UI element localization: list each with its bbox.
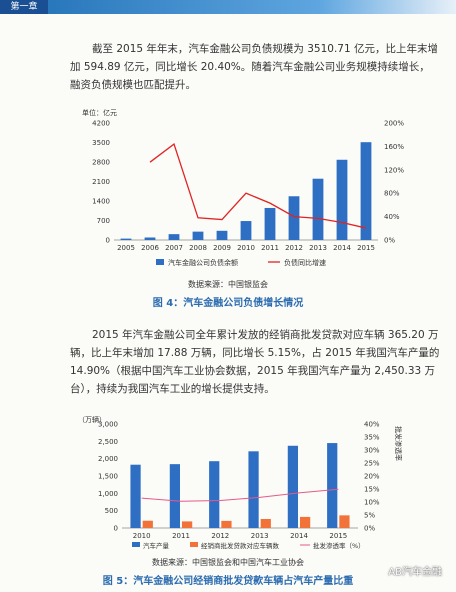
figure5-caption: 图 5：汽车金融公司经销商批发贷款车辆占汽车产量比重 <box>102 576 354 587</box>
figure4-caption: 图 4：汽车金融公司负债增长情况 <box>152 298 304 309</box>
x-tick-label: 2014 <box>333 244 351 252</box>
bar <box>168 234 180 240</box>
figure4-source: 数据来源：中国银监会 <box>188 280 268 289</box>
x-tick-label: 2008 <box>189 244 207 252</box>
y-left-tick-label: 4200 <box>92 120 110 128</box>
y-left-tick-label: 700 <box>97 217 110 225</box>
y-right-tick-label: 0% <box>364 525 375 533</box>
y-right-tick-label: 25% <box>364 460 380 468</box>
y-right-tick-label: 80% <box>384 190 400 198</box>
x-tick-label: 2012 <box>285 244 303 252</box>
y-right-tick-label: 0% <box>384 237 395 245</box>
y-right-tick-label: 40% <box>364 421 380 429</box>
paragraph-1: 截至 2015 年年末，汽车金融公司负债规模为 3510.71 亿元，比上年末增… <box>70 43 438 91</box>
bar-wholesale <box>221 520 232 528</box>
y-left-tick-label: 500 <box>105 507 118 515</box>
x-tick-label: 2007 <box>165 244 183 252</box>
y-left-tick-label: 1,500 <box>98 473 118 481</box>
y-left-tick-label: 0 <box>114 525 118 533</box>
y-right-tick-label: 30% <box>364 447 380 455</box>
y-right-tick-label: 200% <box>384 120 404 128</box>
legend-swatch-production <box>132 542 140 547</box>
bar-production <box>287 445 298 528</box>
y-left-tick-label: 1400 <box>92 198 110 206</box>
y-left-tick-label: 2800 <box>92 159 110 167</box>
unit-label: 单位：亿元 <box>82 108 117 117</box>
x-tick-label: 2010 <box>133 532 151 540</box>
y-right-tick-label: 40% <box>384 213 400 221</box>
bar <box>144 237 156 240</box>
bar <box>120 238 132 240</box>
y-right-tick-label: 5% <box>364 512 375 520</box>
x-tick-label: 2005 <box>117 244 135 252</box>
y-left-tick-label: 3500 <box>92 139 110 147</box>
watermark: AB汽车金融 <box>388 567 442 578</box>
y-right-tick-label: 120% <box>384 166 404 174</box>
legend-label-production: 汽车产量 <box>143 541 170 550</box>
bar <box>312 178 324 240</box>
x-tick-label: 2015 <box>357 244 375 252</box>
header-bar <box>0 0 456 14</box>
right-axis-label: 批发渗透率 <box>394 426 403 461</box>
bar <box>360 142 372 240</box>
bar <box>240 221 252 240</box>
y-left-tick-label: 2,500 <box>98 438 118 446</box>
chart-wholesale-share: （万辆） 批发渗透率 0 500 1,000 1,500 2,000 2,500 3,000 0%… <box>78 415 403 550</box>
chapter-label: 第一章 <box>0 0 48 14</box>
bar <box>336 159 348 240</box>
x-tick-label: 2013 <box>251 532 269 540</box>
x-tick-label: 2011 <box>172 532 190 540</box>
bar-production <box>209 461 220 528</box>
bar-wholesale <box>142 520 153 528</box>
bar-wholesale <box>260 518 271 528</box>
y-right-tick-label: 20% <box>364 473 380 481</box>
chart-liability-growth: 单位：亿元 0 700 1400 2100 2800 3500 4200 0% 40% 80% 120… <box>82 108 404 267</box>
bar <box>216 230 228 240</box>
x-tick-label: 2011 <box>261 244 279 252</box>
y-left-tick-label: 1,000 <box>98 490 118 498</box>
x-tick-label: 2014 <box>290 532 308 540</box>
penetration-line <box>141 488 339 502</box>
bar-wholesale <box>182 521 193 528</box>
x-tick-label: 2013 <box>309 244 327 252</box>
bar <box>192 231 204 240</box>
y-left-tick-label: 3,000 <box>98 421 118 429</box>
bar-wholesale <box>339 515 350 528</box>
y-right-tick-label: 160% <box>384 143 404 151</box>
x-tick-label: 2010 <box>237 244 255 252</box>
x-tick-label: 2015 <box>329 532 347 540</box>
y-left-tick-label: 2100 <box>92 178 110 186</box>
x-tick-label: 2009 <box>213 244 231 252</box>
bar-production <box>169 464 180 528</box>
y-left-tick-label: 0 <box>106 237 110 245</box>
figure5-source: 数据来源：中国银监会和中国汽车工业协会 <box>152 558 304 567</box>
y-right-tick-label: 10% <box>364 499 380 507</box>
growth-line <box>149 142 367 229</box>
unit-label: （万辆） <box>78 415 106 424</box>
bar-production <box>248 451 259 528</box>
paragraph-2: 2015 年汽车金融公司全年累计发放的经销商批发贷款对应车辆 365.20 万辆… <box>70 329 440 395</box>
x-tick-label: 2012 <box>211 532 229 540</box>
y-right-tick-label: 15% <box>364 486 380 494</box>
bar-production <box>327 443 338 528</box>
bar-wholesale <box>300 516 311 528</box>
y-right-tick-label: 35% <box>364 434 380 442</box>
legend-swatch-bar <box>156 259 164 265</box>
bar <box>264 207 276 240</box>
legend-label-penetration: 批发渗透率（%） <box>313 541 365 550</box>
y-left-tick-label: 2,000 <box>98 455 118 463</box>
x-tick-label: 2006 <box>141 244 159 252</box>
legend-swatch-wholesale <box>190 542 198 547</box>
legend-label-bar: 汽车金融公司负债余额 <box>168 258 238 267</box>
legend-label-wholesale: 经销商批发贷款对应车辆数 <box>201 541 280 550</box>
bar <box>288 196 300 240</box>
legend-label-line: 负债同比增速 <box>284 258 326 267</box>
bar-production <box>130 464 141 528</box>
